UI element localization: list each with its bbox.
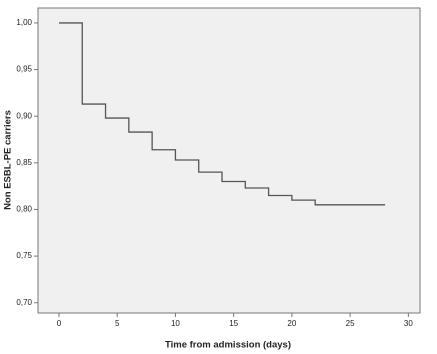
y-tick-label: 0,80 xyxy=(16,205,32,214)
x-tick-label: 5 xyxy=(115,319,120,328)
x-tick-label: 20 xyxy=(287,319,296,328)
y-tick-label: 0,85 xyxy=(16,158,32,167)
y-tick-label: 0,70 xyxy=(16,298,32,307)
survival-curve xyxy=(58,22,386,206)
x-tick-label: 30 xyxy=(404,319,413,328)
y-tick-label: 0,90 xyxy=(16,111,32,120)
y-axis-title: Non ESBL-PE carriers xyxy=(3,110,14,210)
x-tick-label: 25 xyxy=(346,319,355,328)
y-tick-label: 0,75 xyxy=(16,251,32,260)
y-tick-label: 0,95 xyxy=(16,65,32,74)
y-tick-label: 1,00 xyxy=(16,18,32,27)
x-tick-label: 0 xyxy=(57,319,62,328)
plot-area xyxy=(37,7,421,314)
x-tick-label: 15 xyxy=(229,319,238,328)
x-axis-title: Time from admission (days) xyxy=(165,340,291,351)
x-tick-label: 10 xyxy=(171,319,180,328)
